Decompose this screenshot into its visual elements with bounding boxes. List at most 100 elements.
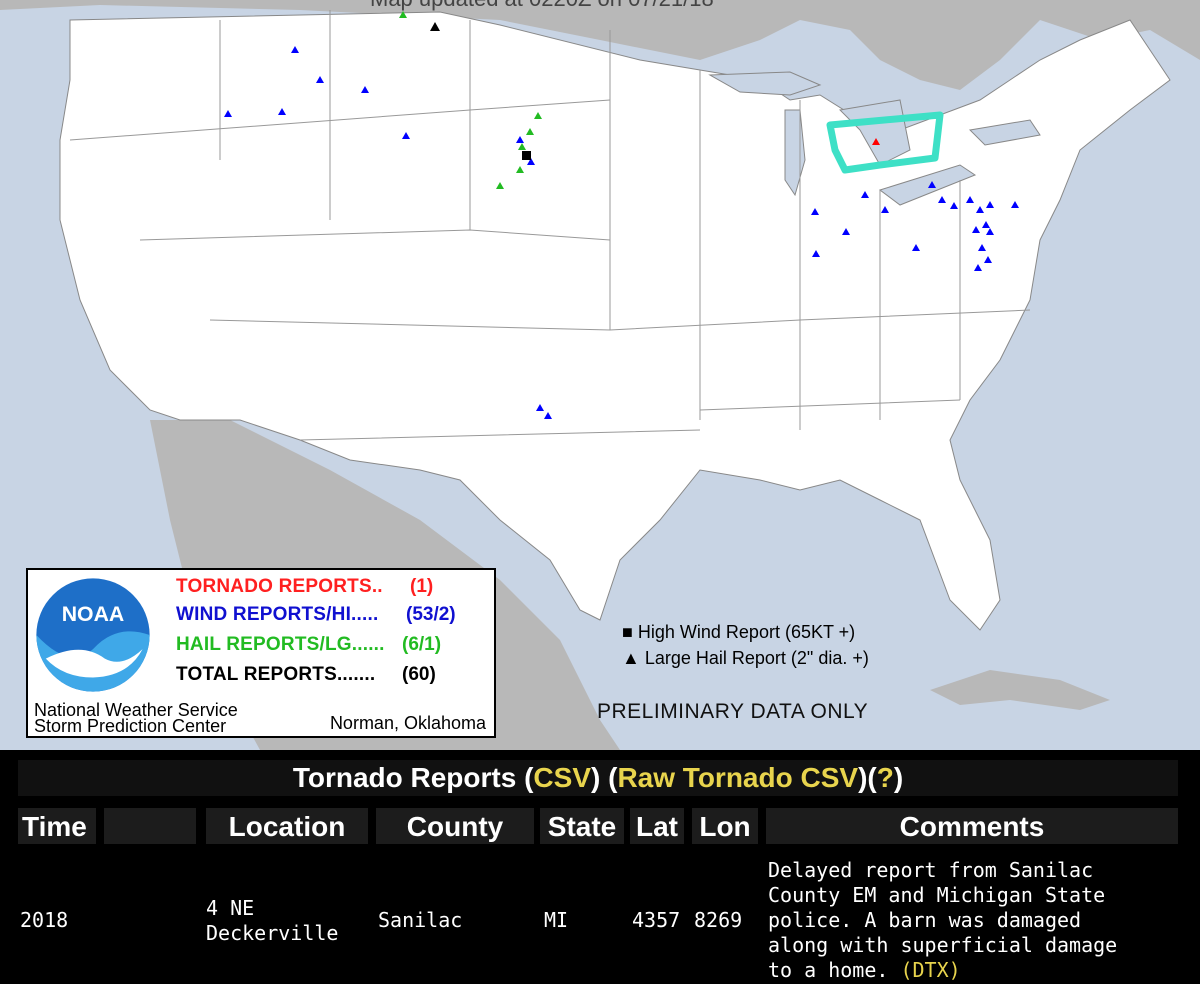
wind-report-marker — [224, 110, 232, 117]
header-location[interactable]: Location — [206, 808, 368, 844]
large-hail-key-label: Large Hail Report (2" dia. +) — [644, 648, 869, 668]
title-mid2: )( — [858, 762, 877, 793]
title-suffix: ) — [893, 762, 904, 793]
tornado-report-marker — [872, 138, 880, 145]
state-borders — [69, 10, 1031, 441]
legend-box: NOAA TORNADO REPORTS.. (1) WIND REPORTS/… — [26, 568, 496, 738]
row-lat: 4357 — [632, 908, 681, 932]
wind-report-marker — [966, 196, 974, 203]
wind-report-marker — [938, 196, 946, 203]
wind-report-marker — [978, 244, 986, 251]
header-lat[interactable]: Lat — [630, 808, 684, 844]
help-link[interactable]: ? — [876, 762, 894, 793]
lake-superior — [708, 71, 822, 96]
wind-report-marker — [972, 226, 980, 233]
header-comments[interactable]: Comments — [766, 808, 1178, 844]
wind-report-marker — [912, 244, 920, 251]
nws-line1: National Weather Service — [34, 700, 238, 720]
wind-report-marker — [516, 136, 524, 143]
header-time[interactable]: Time — [18, 808, 96, 844]
triangle-icon: ▲ — [622, 648, 640, 668]
wind-report-marker — [986, 228, 994, 235]
wind-report-marker — [278, 108, 286, 115]
lake-erie — [878, 164, 977, 206]
highlight-outline — [826, 111, 944, 174]
wind-report-marker — [402, 132, 410, 139]
row-comments-line1: Delayed report from Sanilac — [768, 858, 1094, 882]
legend-wind-value: (53/2) — [406, 604, 456, 625]
hail-report-marker — [516, 166, 524, 173]
storm-report-map: Map updated at 0220Z on 07/21/18 ■ High … — [0, 0, 1200, 750]
legend-total-label: TOTAL REPORTS....... — [176, 664, 376, 685]
raw-csv-link[interactable]: Raw Tornado CSV — [617, 762, 859, 793]
wind-report-marker — [811, 208, 819, 215]
norman-label: Norman, Oklahoma — [329, 713, 486, 733]
lake-ontario — [968, 119, 1041, 146]
wind-report-marker — [1011, 201, 1019, 208]
row-comments-line4: along with superficial damage — [768, 933, 1118, 957]
wind-report-marker — [986, 201, 994, 208]
title-mid: ) ( — [591, 762, 618, 793]
wind-report-marker — [950, 202, 958, 209]
wind-report-marker — [361, 86, 369, 93]
table-title: Tornado Reports (CSV) (Raw Tornado CSV)(… — [18, 760, 1178, 796]
wind-report-marker — [544, 412, 552, 419]
wind-report-marker — [842, 228, 850, 235]
wind-report-marker — [527, 158, 535, 165]
map-caption: Map updated at 0220Z on 07/21/18 — [370, 0, 714, 12]
office-link[interactable]: (DTX) — [900, 958, 961, 982]
wind-report-marker — [316, 76, 324, 83]
nws-line2: Storm Prediction Center — [34, 716, 227, 736]
wind-report-marker — [984, 256, 992, 263]
wind-report-marker — [861, 191, 869, 198]
high-wind-key-label: High Wind Report (65KT +) — [637, 622, 856, 642]
canada-region — [0, 0, 1200, 90]
noaa-logo: NOAA — [36, 578, 150, 692]
row-comments-line5: to a home. (DTX) — [768, 958, 961, 983]
wind-report-marker — [812, 250, 820, 257]
legend-total-value: (60) — [402, 664, 436, 685]
row-comments-line2: County EM and Michigan State — [768, 883, 1106, 907]
large-hail-report-marker — [430, 22, 440, 31]
wind-report-marker — [976, 206, 984, 213]
row-time: 2018 — [20, 908, 69, 932]
preliminary-note: PRELIMINARY DATA ONLY — [597, 700, 869, 723]
wind-report-marker — [881, 206, 889, 213]
legend-hail-label: HAIL REPORTS/LG...... — [176, 634, 385, 655]
wind-report-marker — [974, 264, 982, 271]
wind-report-marker — [982, 221, 990, 228]
wind-report-marker — [536, 404, 544, 411]
row-location-line1: 4 NE — [206, 896, 255, 920]
legend-hail-value: (6/1) — [402, 634, 442, 655]
tornado-reports-table: Tornado Reports (CSV) (Raw Tornado CSV)(… — [0, 750, 1200, 984]
legend-tornado-label: TORNADO REPORTS.. — [176, 576, 383, 597]
hail-report-marker — [534, 112, 542, 119]
wind-report-marker — [291, 46, 299, 53]
hail-report-marker — [399, 11, 407, 18]
high-wind-report-marker — [522, 151, 531, 160]
cuba-region — [930, 670, 1110, 710]
large-hail-key: ▲ Large Hail Report (2" dia. +) — [622, 648, 869, 669]
hail-report-marker — [518, 143, 526, 150]
row-lon: 8269 — [694, 908, 743, 932]
legend-tornado-value: (1) — [410, 576, 434, 597]
header-blank — [104, 808, 196, 844]
header-state[interactable]: State — [540, 808, 624, 844]
row-location-line2: Deckerville — [206, 921, 339, 945]
square-icon: ■ — [622, 622, 633, 642]
report-markers — [224, 11, 1019, 419]
row-county: Sanilac — [378, 908, 463, 932]
header-lon[interactable]: Lon — [692, 808, 758, 844]
noaa-logo-text: NOAA — [62, 602, 125, 626]
csv-link[interactable]: CSV — [533, 762, 591, 793]
header-county[interactable]: County — [376, 808, 534, 844]
legend-wind-label: WIND REPORTS/HI..... — [176, 604, 379, 625]
row-comments-line3: police. A barn was damaged — [768, 908, 1082, 932]
wind-report-marker — [928, 181, 936, 188]
hail-report-marker — [496, 182, 504, 189]
row-comments-text: to a home. — [768, 958, 889, 982]
hail-report-marker — [526, 128, 534, 135]
row-state: MI — [544, 908, 569, 932]
title-prefix: Tornado Reports ( — [292, 762, 534, 793]
high-wind-key: ■ High Wind Report (65KT +) — [622, 622, 855, 643]
